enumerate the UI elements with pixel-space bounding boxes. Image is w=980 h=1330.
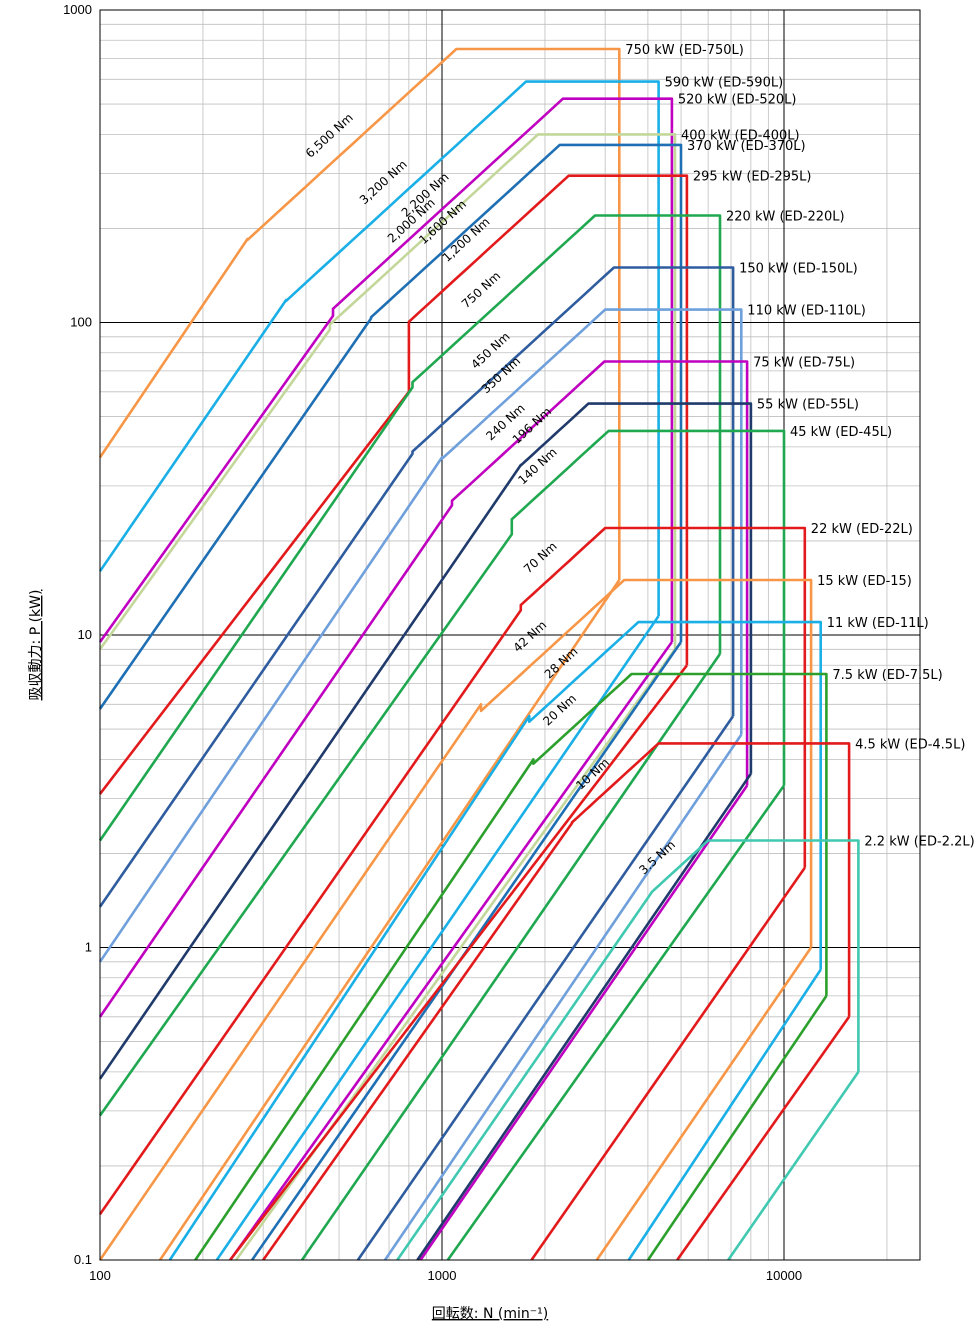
tick-labels: 100 1000 10000 0.1 1 10 100 1000 [63,2,802,1283]
x-axis-title: 回転数: N (min⁻¹) [432,1306,548,1322]
series-tail-16 [676,1016,851,1261]
series-tail-9 [419,784,749,1261]
series-label-7: 150 kW (ED-150L) [739,262,858,277]
series-line-5 [98,174,689,795]
y-tick-label: 1000 [63,2,92,17]
series-tail-15 [646,995,828,1261]
y-tick-label: 0.1 [74,1252,92,1267]
series-label-17: 2.2 kW (ED-2.2L) [864,835,974,850]
series-label-14: 11 kW (ED-11L) [827,616,929,631]
y-tick-label: 10 [78,627,92,642]
series-tail-11 [446,784,786,1261]
series-label-0: 750 kW (ED-750L) [625,43,744,58]
y-tick-label: 1 [85,940,92,955]
series-line-11 [98,429,786,1117]
series-line-13 [98,578,813,1261]
torque-label-0: 6,500 Nm [303,111,356,161]
series-line-15 [194,672,828,1261]
series-label-1: 590 kW (ED-590L) [665,76,784,91]
series-line-0 [98,47,621,580]
series-label-9: 75 kW (ED-75L) [753,356,855,371]
series-line-6 [98,214,722,842]
series-line-8 [98,308,743,963]
x-tick-label: 10000 [766,1268,802,1283]
series-line-2 [98,97,674,643]
series-label-8: 110 kW (ED-110L) [747,304,866,319]
torque-label-15: 20 Nm [540,691,579,728]
series-line-10 [98,402,753,1080]
series-label-13: 15 kW (ED-15) [817,574,912,589]
series-line-4 [98,143,683,710]
torque-label-17: 3.5 Nm [636,838,678,878]
series-label-15: 7.5 kW (ED-7.5L) [832,668,942,683]
series-label-2: 520 kW (ED-520L) [678,93,797,108]
y-axis-title: 吸収動力: P (kW) [28,590,44,701]
series-label-4: 370 kW (ED-370L) [687,139,806,154]
series-line-9 [98,360,749,1018]
torque-label-1: 3,200 Nm [357,157,410,207]
series-tail-10 [416,772,752,1261]
series-label-3: 400 kW (ED-400L) [681,128,800,143]
torque-labels: 6,500 Nm3,200 Nm2,200 Nm2,000 Nm1,600 Nm… [303,111,678,878]
series-line-1 [98,80,660,616]
series-label-12: 22 kW (ED-22L) [811,522,913,537]
torque-label-12: 70 Nm [521,539,560,576]
series-tail-8 [383,733,743,1261]
series-label-5: 295 kW (ED-295L) [693,170,812,185]
x-tick-label: 1000 [428,1268,457,1283]
series-tail-0 [158,579,621,1261]
series-labels: 750 kW (ED-750L) 590 kW (ED-590L) 520 kW (… [625,43,974,850]
series-tail-13 [595,946,813,1261]
y-tick-label: 100 [70,315,92,330]
series-tail-7 [356,715,735,1261]
series-line-12 [98,526,807,1216]
series-tail-1 [215,615,660,1261]
x-tick-label: 100 [89,1268,111,1283]
series-line-7 [98,266,735,908]
series-label-6: 220 kW (ED-220L) [726,210,845,225]
series-tail-17 [727,1071,860,1261]
series-tail-6 [300,653,722,1261]
plot-frame [99,9,921,1261]
series-tail-2 [229,641,673,1261]
series-label-10: 55 kW (ED-55L) [757,398,859,413]
series-line-16 [262,742,851,1261]
series-lines [98,47,860,1261]
series-label-16: 4.5 kW (ED-4.5L) [855,737,965,752]
series-label-11: 45 kW (ED-45L) [790,425,892,440]
series-line-3 [98,133,677,651]
series-tail-12 [530,866,806,1261]
series-line-17 [396,839,860,1261]
series-tail-14 [627,968,822,1261]
series-tail-5 [229,664,688,1261]
series-line-14 [168,620,823,1261]
